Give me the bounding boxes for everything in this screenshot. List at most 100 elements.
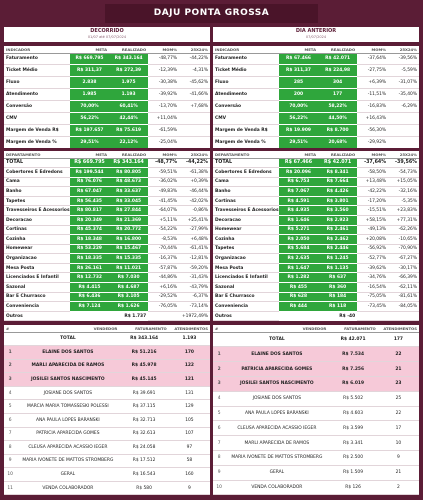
table-cell: +16,43% <box>357 112 389 125</box>
table-cell: VENDA COLABORADOR <box>225 480 329 495</box>
table-row: 7 MARLI APARECIDA DE RAMOS R$ 3.341 10 <box>213 435 419 451</box>
table-cell: Conversão <box>4 100 70 113</box>
table-cell: -39,56% <box>388 158 419 169</box>
table-cell: R$ 20.772 <box>109 225 149 236</box>
table-cell: -44,22% <box>179 53 210 66</box>
table-cell: +6,48% <box>179 234 210 245</box>
table-cell: +20,08% <box>357 234 389 245</box>
table-cell: -59,20% <box>179 263 210 274</box>
table-row: TOTAL R$ 669.795 R$ 343.164 -48,77% -44,22% <box>4 158 210 169</box>
table-cell: -48,77% <box>148 53 180 66</box>
column-header: VENDEDOR <box>16 325 120 333</box>
table-cell: R$ 48.673 <box>109 177 149 188</box>
column-header: MOM% <box>357 46 389 54</box>
panel: DECORRIDO 01/07 até 07/07/2024 INDICADOR ME… <box>4 27 210 497</box>
table-cell: -57,87% <box>148 263 180 274</box>
table-cell: -17,20% <box>357 196 389 207</box>
table-cell: -41,45% <box>148 196 180 207</box>
table-row: Cortinas R$ 4.591 R$ 3.801 -17,20% -5,35% <box>213 196 419 207</box>
table-cell: 170 <box>168 345 210 360</box>
table-cell: R$ 224,98 <box>318 64 358 78</box>
table-cell: -41,66% <box>179 88 210 101</box>
table-cell: 8 <box>4 440 17 455</box>
table-cell: 304 <box>318 76 358 90</box>
table-cell: ELAINE DOS SANTOS <box>225 346 329 363</box>
table-row: Decoracao R$ 20.349 R$ 21.369 +5,11% +25,41% <box>4 215 210 226</box>
column-header: DEPARTAMENTO <box>213 151 279 159</box>
table-row: Conveniencia R$ 7.124 R$ 1.626 -76,05% -73,1… <box>4 301 210 312</box>
table-cell: R$ 1.245 <box>318 253 358 264</box>
sellers-section: # VENDEDOR FATURAMENTO ATENDIMENTOS TOTAL R$ … <box>4 325 210 495</box>
table-cell: R$ 45.374 <box>69 225 110 236</box>
table-row: 4 JOSIANE DOS SANTOS R$ 5.502 25 <box>213 391 419 407</box>
table-cell: Atendimento <box>213 88 279 101</box>
panel-label: DECORRIDO <box>90 28 124 34</box>
table-row: TOTAL R$ 343.164 1.193 <box>4 332 210 347</box>
table-cell: Travesseiros E Acessorios <box>4 205 70 216</box>
table-cell: 58 <box>168 454 210 469</box>
table-cell: -67,27% <box>388 253 419 264</box>
table-cell: R$ 21.369 <box>109 215 149 226</box>
table-cell: -0,86% <box>179 205 210 216</box>
table-cell: R$ 18.335 <box>69 253 110 264</box>
table-cell: R$ 5.271 <box>278 225 319 236</box>
table-cell: CLEUSA APARECIDA ACASSIO IEGER <box>225 420 329 437</box>
table-cell: R$ 4.935 <box>278 205 319 216</box>
table-cell: 1 <box>213 346 226 363</box>
table-row: 5 ANA PAULA LOPES BARANSKI R$ 4.603 22 <box>213 406 419 422</box>
table-cell <box>357 311 389 321</box>
column-header: FATURAMENTO <box>119 325 169 333</box>
table-cell: R$ 15.467 <box>109 244 149 255</box>
table-cell: R$ 37.115 <box>119 399 169 414</box>
table-cell: R$ 6.436 <box>69 292 110 303</box>
table-cell: R$ 7.030 <box>109 272 149 283</box>
table-cell: -44,86% <box>148 272 180 283</box>
table-cell: R$ 15.335 <box>109 253 149 264</box>
table-cell: R$ 343.164 <box>109 158 149 169</box>
table-cell: R$ 67.466 <box>278 158 319 169</box>
table-cell: +0,39% <box>179 177 210 188</box>
table-cell: JOSIANE DOS SANTOS <box>16 386 120 401</box>
table-cell: -29,92% <box>357 136 389 148</box>
table-cell: R$ 1.135 <box>318 263 358 274</box>
table-row: Ticket Médio R$ 311,37 R$ 272,39 -12,39% -4,… <box>4 64 210 78</box>
indicators-section: INDICADOR META REALIZADO MOM% 25X24% Faturame… <box>213 46 419 148</box>
table-row: CMV 56,22% 44,50% +16,43% <box>213 112 419 125</box>
table-cell: -56,92% <box>357 244 389 255</box>
table-cell <box>213 332 226 348</box>
table-cell: PATRICIA APARECIDA GOMES <box>225 361 329 377</box>
table-cell: R$ 42.071 <box>318 158 358 169</box>
table-cell: -56,30% <box>357 124 389 137</box>
sellers-section: # VENDEDOR FATURAMENTO ATENDIMENTOS TOTAL R$ … <box>213 325 419 495</box>
header-row: INDICADOR META REALIZADO MOM% 25X24% <box>213 46 419 54</box>
table-row: Atendimento 1.985 1.193 -39,92% -41,66% <box>4 88 210 101</box>
table-cell: 2 <box>213 361 226 377</box>
table-row: Travesseiros E Acessorios R$ 4.935 R$ 3.56… <box>213 205 419 216</box>
table-cell: 5 <box>4 399 17 414</box>
table-cell: Cortinas <box>213 196 279 207</box>
table-cell: -30,17% <box>388 263 419 274</box>
table-cell: 97 <box>168 440 210 455</box>
indicators-section: INDICADOR META REALIZADO MOM% 25X24% Faturame… <box>4 46 210 148</box>
table-row: 3 JOSILEI SANTOS NASCIMENTO R$ 45.145 121 <box>4 372 210 387</box>
table-cell: -27,75% <box>357 64 389 78</box>
table-cell: -8,53% <box>148 234 180 245</box>
table-cell: Organizacao <box>4 253 70 264</box>
table-row: Cama R$ 6.753 R$ 7.664 +13,48% +15,05% <box>213 177 419 188</box>
table-row: Decoracao R$ 1.646 R$ 2.923 +58,15% +77,31% <box>213 215 419 226</box>
table-row: Cortinas R$ 45.374 R$ 20.772 -54,22% -27,99% <box>4 225 210 236</box>
table-cell: Fluxo <box>213 76 279 90</box>
table-cell <box>148 311 180 321</box>
sellers-table: # VENDEDOR FATURAMENTO ATENDIMENTOS TOTAL R$ … <box>213 325 419 495</box>
panel-period: 07/07/2024 <box>305 35 327 39</box>
table-cell: 107 <box>168 427 210 442</box>
table-row: Tapetes R$ 5.684 R$ 2.446 -56,92% -70,90% <box>213 244 419 255</box>
table-cell: Cama <box>4 177 70 188</box>
table-cell: R$ 27.844 <box>109 205 149 216</box>
column-header: META <box>278 151 319 159</box>
table-cell: R$ 343.164 <box>119 332 169 347</box>
table-cell: 56,22% <box>278 112 319 125</box>
table-cell: R$ 3.801 <box>318 196 358 207</box>
table-cell: 5 <box>213 406 226 422</box>
panel-header: DECORRIDO 01/07 até 07/07/2024 <box>4 27 210 42</box>
